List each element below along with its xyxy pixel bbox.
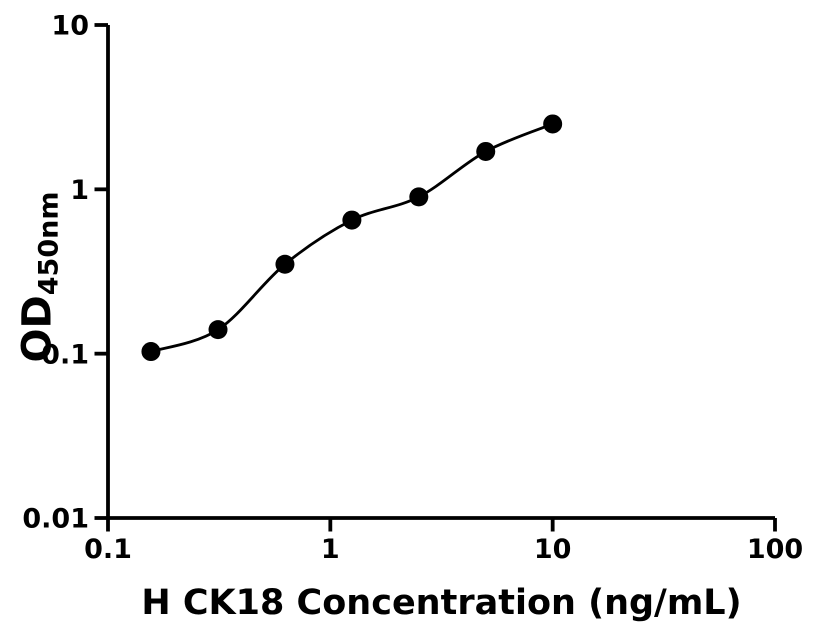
x-axis-title: H CK18 Concentration (ng/mL) bbox=[141, 583, 742, 623]
y-tick-label: 10 bbox=[51, 11, 89, 42]
data-point bbox=[342, 210, 362, 230]
y-tick-label: 1 bbox=[70, 175, 89, 206]
y-axis-title: OD450nm bbox=[14, 191, 65, 363]
data-point bbox=[141, 342, 161, 362]
y-tick-label: 0.01 bbox=[22, 504, 89, 535]
data-point bbox=[208, 320, 228, 340]
x-tick-label: 1 bbox=[321, 534, 340, 565]
y-tick-label: 0.1 bbox=[41, 339, 89, 370]
data-point bbox=[476, 141, 496, 161]
axis-spines bbox=[106, 25, 775, 520]
x-tick-label: 100 bbox=[747, 534, 803, 565]
data-point bbox=[409, 187, 429, 207]
y-axis-title-subscript: 450nm bbox=[33, 191, 65, 296]
x-tick-label: 0.1 bbox=[84, 534, 132, 565]
data-point bbox=[543, 114, 563, 134]
x-tick-label: 10 bbox=[534, 534, 572, 565]
y-axis-title-main: OD bbox=[14, 295, 61, 363]
data-point bbox=[275, 254, 295, 274]
